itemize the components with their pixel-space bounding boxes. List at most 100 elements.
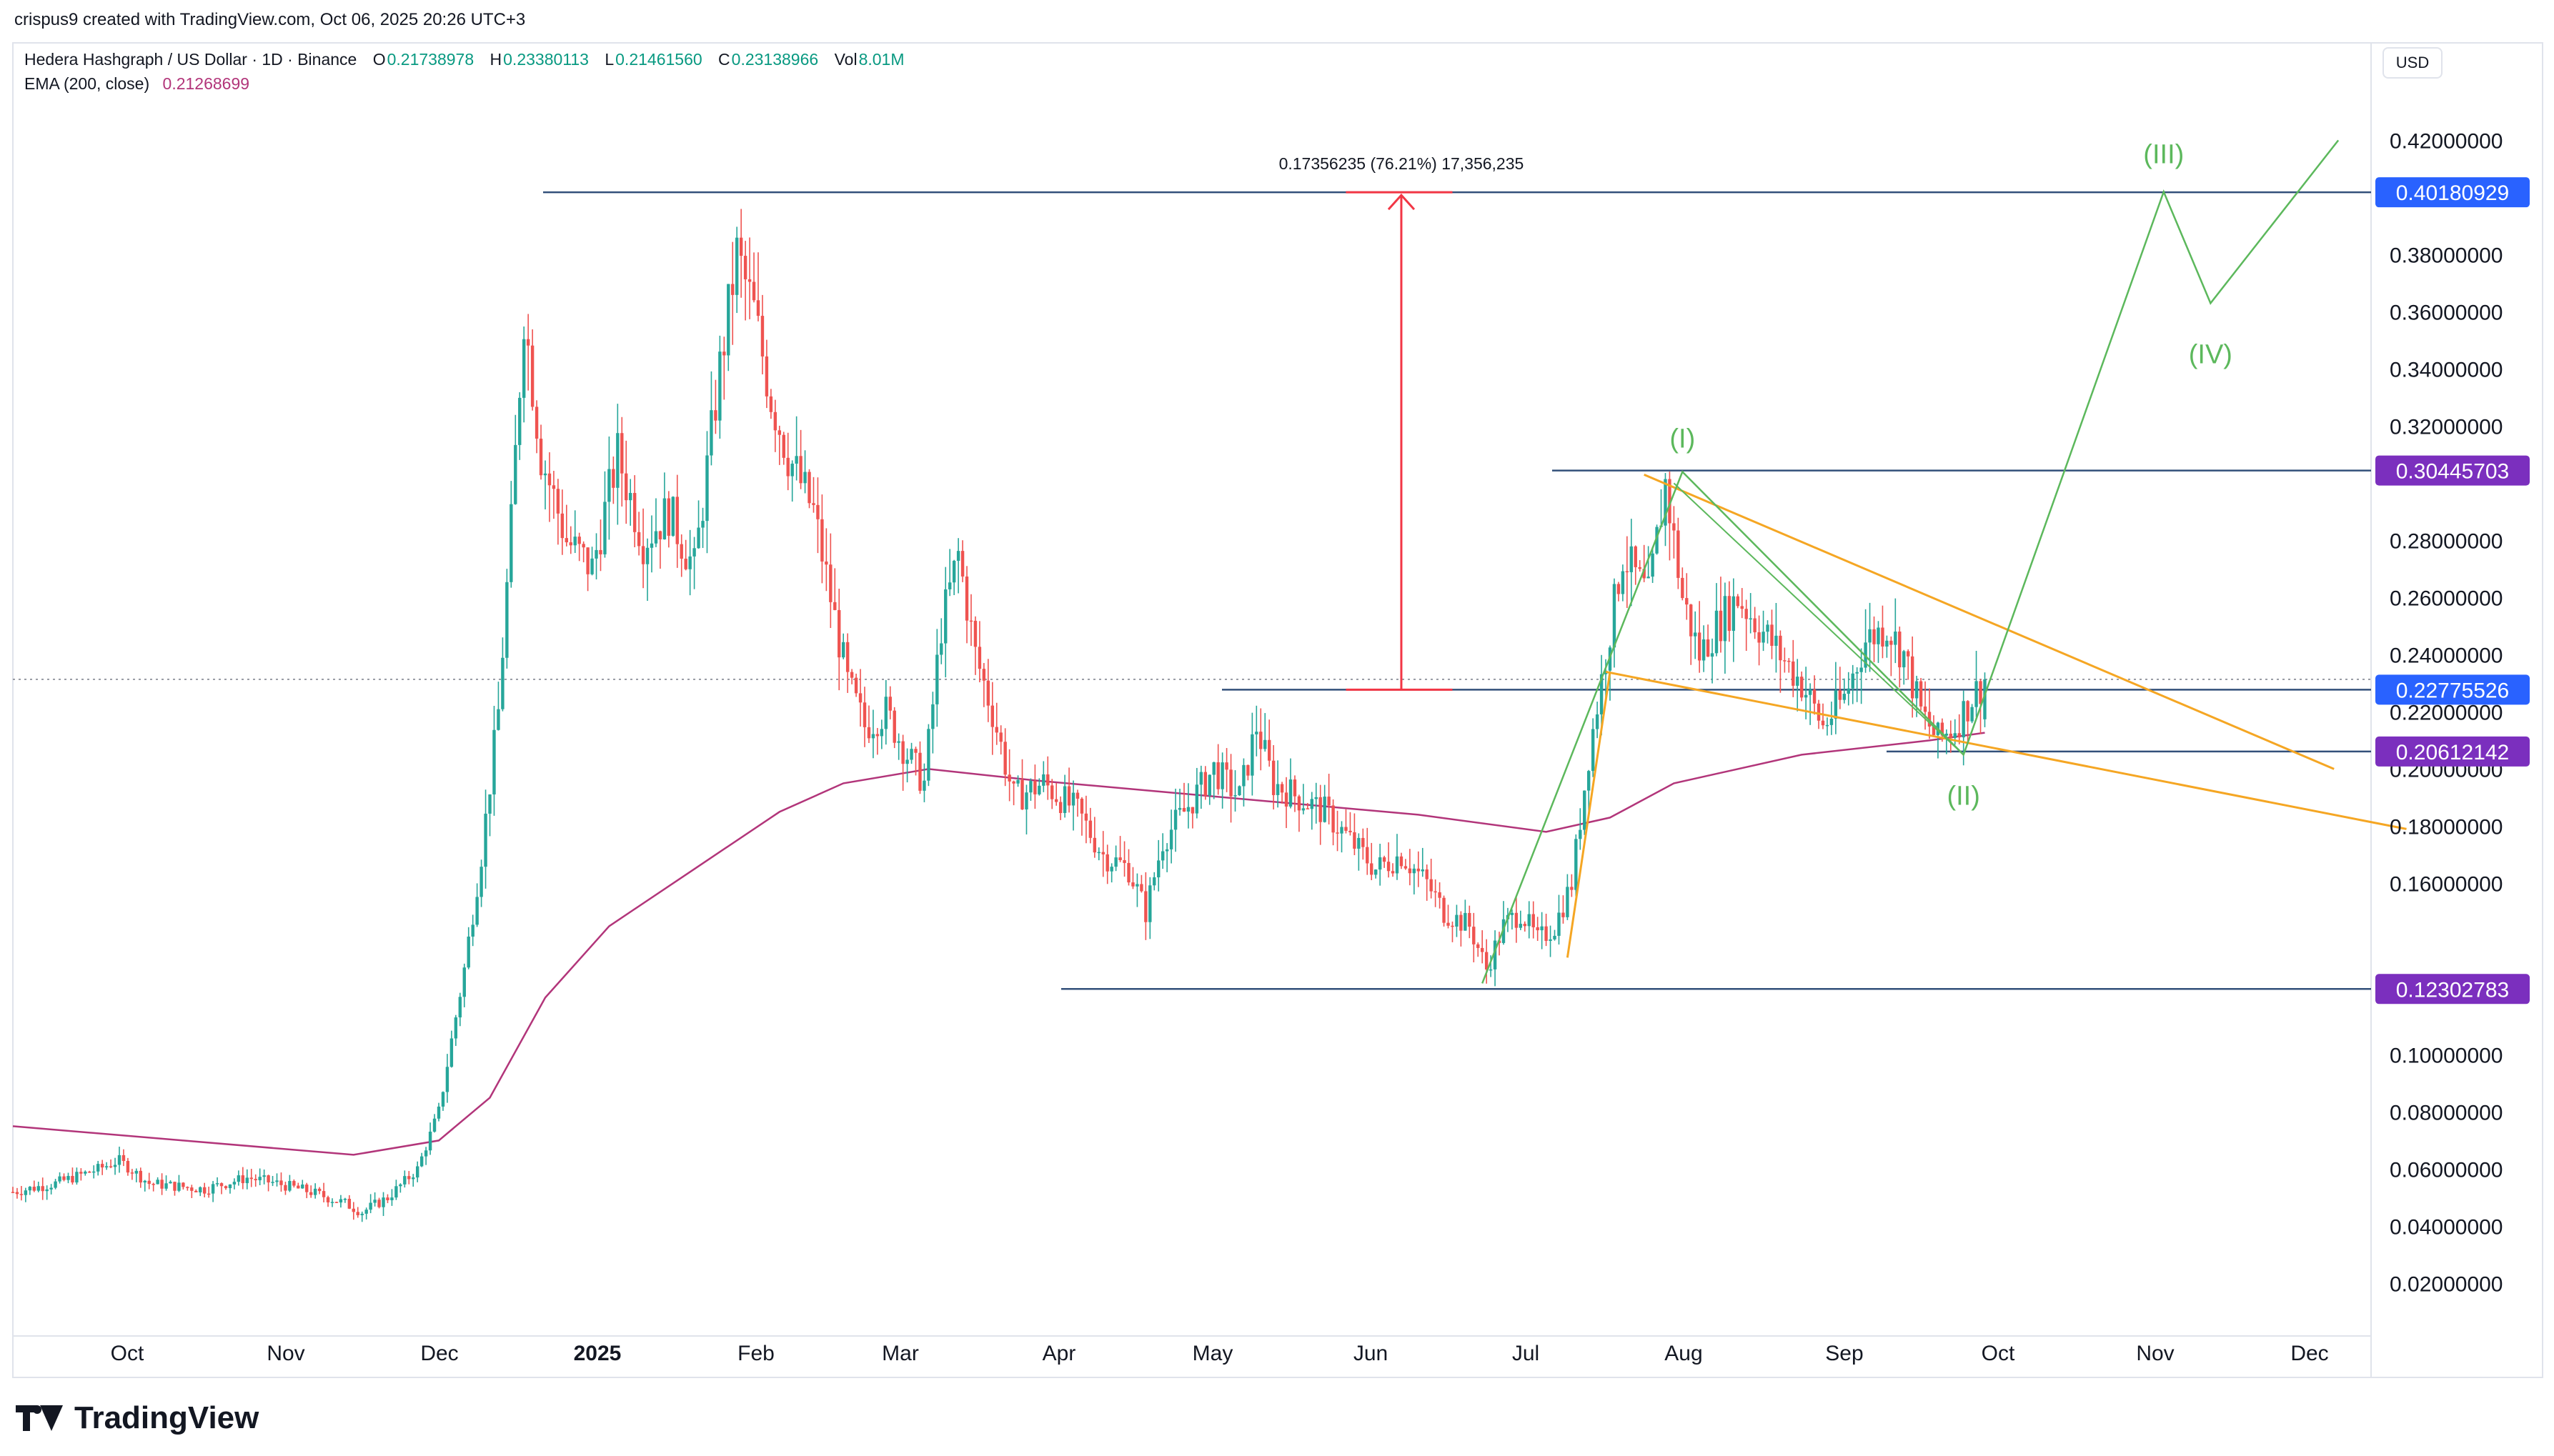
candle (1957, 714, 1961, 744)
candle-body (49, 1187, 53, 1190)
candle-body (1783, 660, 1787, 662)
candle (1357, 833, 1361, 871)
candle (1382, 855, 1386, 868)
candle-body (803, 472, 807, 484)
candle-body (688, 556, 692, 569)
candle-body (1182, 807, 1186, 812)
candle-body (1983, 679, 1987, 719)
candle (1510, 909, 1514, 930)
candle-body (1203, 772, 1207, 796)
candle-body (497, 709, 500, 730)
candle-body (1165, 849, 1169, 852)
price-tag-text: 0.22775526 (2396, 679, 2510, 702)
candle (177, 1175, 181, 1192)
candle (1744, 599, 1748, 652)
ema-legend[interactable]: EMA (200, close) 0.21268699 (24, 74, 251, 94)
candle-body (552, 485, 556, 489)
candle (249, 1169, 253, 1187)
candle-body (560, 513, 565, 539)
candle (1523, 921, 1526, 932)
candle-body (394, 1186, 398, 1198)
candle-body (407, 1176, 411, 1180)
candle-body (297, 1185, 300, 1189)
candle-body (756, 300, 760, 316)
candle-body (15, 1192, 19, 1195)
candle-body (1468, 912, 1471, 927)
candle (756, 252, 760, 321)
candle-body (1221, 762, 1224, 789)
candle-body (203, 1187, 207, 1194)
currency-label: USD (2395, 54, 2430, 71)
candle-body (182, 1182, 185, 1187)
candle-body (177, 1182, 181, 1191)
candle-body (84, 1171, 87, 1174)
candle (1655, 524, 1659, 555)
candle-body (1808, 689, 1812, 695)
candle (403, 1170, 407, 1188)
candle-body (1740, 606, 1744, 609)
candle (1293, 775, 1297, 812)
candle-body (1353, 832, 1356, 849)
candle (760, 294, 765, 375)
candle (1561, 895, 1565, 924)
candle (1944, 729, 1949, 754)
candle (1169, 809, 1173, 864)
candle-body (743, 256, 747, 279)
candle-body (799, 456, 803, 484)
candle-body (978, 647, 982, 669)
candle-body (969, 620, 973, 622)
candle-body (556, 489, 560, 514)
candle (1484, 939, 1489, 984)
candle-body (1834, 690, 1838, 719)
candle-body (1701, 639, 1706, 661)
candle (1374, 869, 1378, 879)
candle-body (927, 729, 930, 781)
candle-body (1429, 879, 1433, 892)
candle (79, 1168, 83, 1181)
candle (1348, 812, 1352, 836)
candle-body (1178, 807, 1182, 810)
candle-body (850, 672, 854, 678)
candle-body (1114, 857, 1118, 867)
candle (1821, 703, 1825, 729)
candle (1983, 672, 1987, 727)
candle (1740, 588, 1744, 619)
candle (1412, 864, 1416, 894)
candle (275, 1173, 279, 1187)
candle (1859, 648, 1863, 704)
candle (688, 529, 692, 596)
candle-body (1792, 661, 1795, 686)
candle (1003, 728, 1007, 787)
candle-body (104, 1166, 109, 1168)
candle (173, 1181, 177, 1196)
candle (297, 1182, 300, 1189)
price-tag-text: 0.40180929 (2396, 181, 2510, 205)
candle-body (215, 1183, 219, 1185)
candle (1161, 833, 1165, 869)
candle-body (1787, 660, 1791, 662)
candle (475, 883, 479, 927)
candle-body (1455, 914, 1459, 927)
candle-body (219, 1183, 224, 1187)
candle (139, 1167, 142, 1188)
candle (637, 512, 641, 556)
candle (224, 1185, 228, 1190)
candle (343, 1197, 347, 1203)
candle-body (109, 1166, 113, 1167)
candle (960, 540, 965, 582)
candle-body (390, 1197, 394, 1200)
candle (556, 479, 560, 545)
currency-button[interactable]: USD (2382, 47, 2443, 79)
candle-body (1599, 674, 1604, 714)
candle-body (339, 1199, 343, 1203)
candle-body (36, 1186, 40, 1191)
candle (284, 1182, 287, 1195)
candle-body (1110, 867, 1113, 872)
candle-body (424, 1150, 428, 1157)
measure-label: 0.17356235 (76.21%) 17,356,235 (1279, 154, 1524, 173)
candle-body (139, 1170, 142, 1183)
candle (377, 1197, 381, 1209)
candle-body (334, 1202, 339, 1203)
candle-body (484, 813, 487, 867)
